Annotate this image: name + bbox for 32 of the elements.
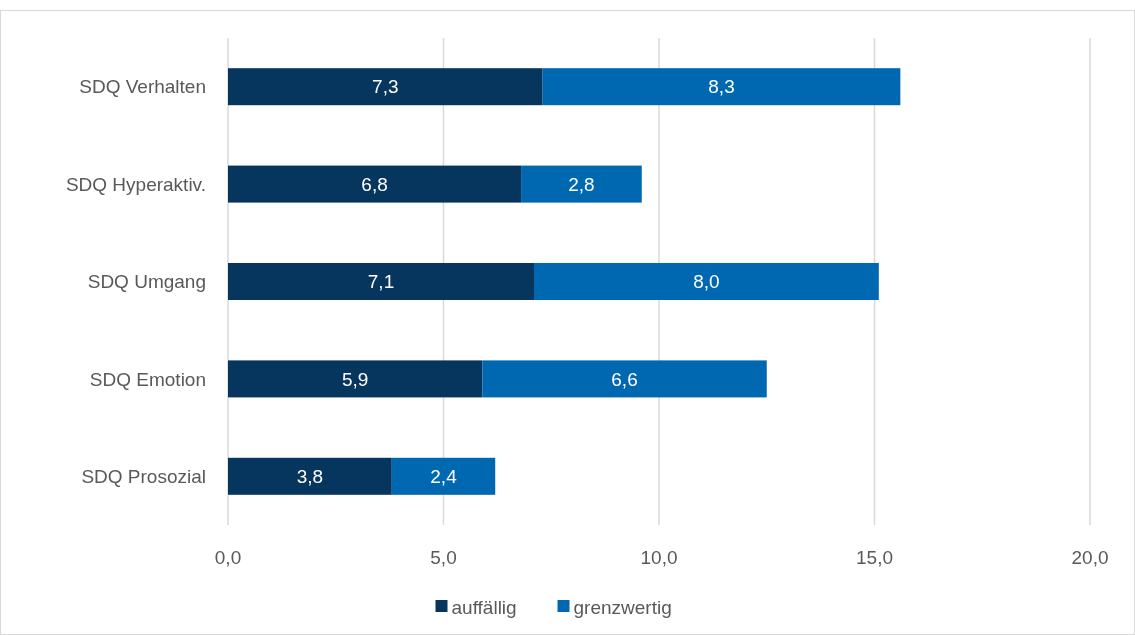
bar <box>228 262 535 301</box>
data-label: 3,8 <box>296 465 324 487</box>
y-tick-label: SDQ Prosozial <box>81 465 206 487</box>
y-tick-label: SDQ Hyperaktiv. <box>65 173 206 195</box>
x-tick-label: 5,0 <box>430 546 457 568</box>
x-tick-label: 10,0 <box>640 546 678 568</box>
data-label: 8,3 <box>708 76 735 98</box>
bar <box>391 457 496 495</box>
y-tick-label: SDQ Emotion <box>89 368 206 390</box>
x-tick-label: 0,0 <box>214 546 242 568</box>
data-label: 8,0 <box>693 271 720 293</box>
data-label: 5,9 <box>341 368 369 390</box>
bar <box>228 165 522 203</box>
y-tick-label: SDQ Umgang <box>87 271 206 293</box>
bar <box>228 68 543 106</box>
data-label: 2,4 <box>430 465 458 487</box>
data-label: 2,8 <box>568 173 595 195</box>
x-tick-label: 20,0 <box>1071 546 1109 568</box>
data-label: 7,3 <box>372 76 399 98</box>
legend-label: auffällig <box>451 596 517 618</box>
bar <box>482 360 767 398</box>
bar <box>228 457 392 495</box>
bar <box>521 165 642 203</box>
x-tick-label: 15,0 <box>856 546 893 568</box>
legend-label: grenzwertig <box>573 596 672 618</box>
y-tick-label: SDQ Verhalten <box>79 76 206 98</box>
bar <box>542 68 901 106</box>
data-label: 7,1 <box>367 271 395 293</box>
bar <box>228 360 483 398</box>
bar <box>534 262 879 301</box>
data-label: 6,8 <box>361 173 388 195</box>
data-label: 6,6 <box>611 368 638 390</box>
